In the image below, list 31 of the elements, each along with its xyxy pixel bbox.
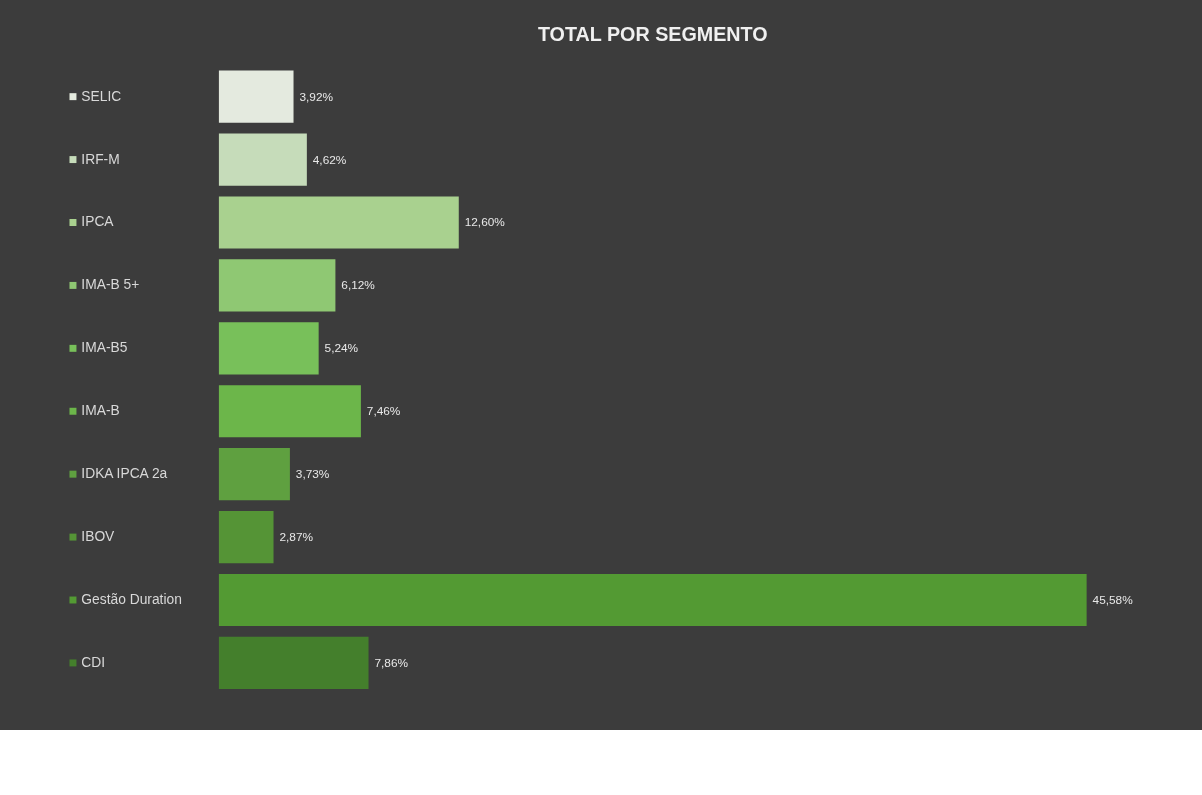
data-label: 45,58% [1092,592,1134,607]
data-label: 3,92% [299,89,334,104]
data-label: 3,73% [295,467,330,482]
bar [218,385,361,438]
bar [218,573,1087,627]
y-tick-label: SELIC [81,88,122,104]
data-label: 2,87% [279,530,314,545]
data-label: 5,24% [324,341,359,356]
bar [218,510,274,564]
bar [218,259,336,312]
y-tick-label: IMA-B [81,403,120,419]
y-tick-label: IMA-B5 [81,340,128,356]
data-label: 7,86% [374,655,409,670]
y-tick-label: IBOV [81,529,116,545]
y-tick-label: IMA-B 5+ [81,277,140,293]
y-tick-label: IDKA IPCA 2a [81,466,168,482]
chart-title: TOTAL POR SEGMENTO [537,22,768,45]
bar [218,70,294,123]
bar [218,636,369,690]
data-label: 12,60% [464,215,506,230]
data-label: 6,12% [341,278,376,293]
bar [218,133,307,186]
y-tick-label: IPCA [81,214,115,230]
y-tick-label: CDI [81,654,106,670]
data-label: 4,62% [312,152,347,167]
y-tick-label: IRF-M [81,151,120,167]
bar [218,448,290,501]
y-tick-label: Gestão Duration [81,591,182,607]
data-label: 7,46% [366,404,401,419]
bar [218,322,319,375]
bar [218,196,459,249]
